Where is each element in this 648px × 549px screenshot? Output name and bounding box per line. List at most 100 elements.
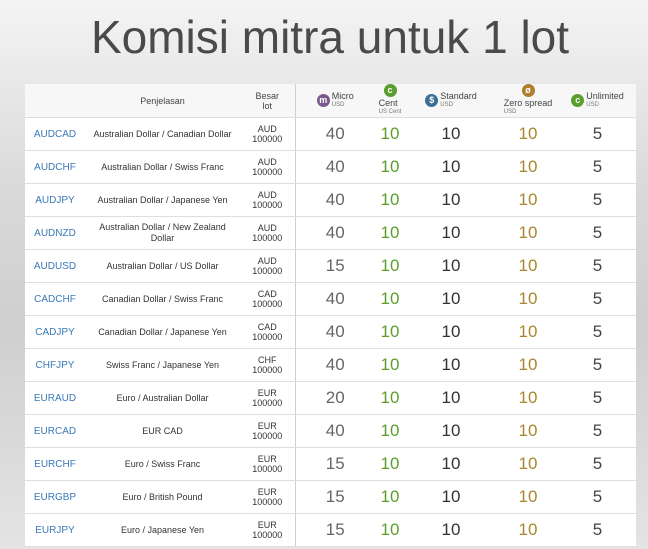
account-text: Standard USD (440, 90, 477, 110)
account-label: m Micro USD (316, 90, 354, 110)
commission-value: 5 (559, 348, 636, 382)
lot-size: EUR 100000 (240, 513, 296, 547)
lot-currency: EUR (257, 421, 277, 431)
lot-size: EUR 100000 (240, 414, 296, 448)
description: EUR CAD (85, 414, 240, 448)
commission-value: 10 (497, 282, 559, 316)
commission-value: 10 (375, 150, 405, 184)
symbol: CADJPY (25, 315, 85, 349)
commission-value: 10 (497, 315, 559, 349)
table-row: AUDCAD Australian Dollar / Canadian Dolla… (25, 117, 636, 151)
lot-currency: EUR (257, 388, 277, 398)
commission-value: 10 (375, 249, 405, 283)
commission-value: 20 (295, 381, 375, 415)
commission-value: 40 (295, 315, 375, 349)
lot-size: AUD 100000 (240, 249, 296, 283)
commission-value: 10 (497, 414, 559, 448)
commission-value: 10 (405, 348, 497, 382)
lot-currency: EUR (257, 520, 277, 530)
lot-size: CAD 100000 (240, 315, 296, 349)
account-text: Cent US Cent (379, 99, 402, 117)
account-text: Unlimited USD (586, 91, 624, 110)
description: Euro / Australian Dollar (85, 381, 240, 415)
lot-amount: 100000 (252, 464, 283, 474)
commission-value: 10 (497, 117, 559, 151)
account-name: Cent (378, 98, 398, 108)
description: Australian Dollar / US Dollar (85, 249, 240, 283)
commission-value: 10 (375, 348, 405, 382)
commission-value: 5 (559, 117, 636, 151)
title: Komisi mitra untuk 1 lot (90, 11, 570, 63)
table-row: EURJPY Euro / Japanese Yen EUR 100000 15 10 10… (25, 513, 636, 547)
commission-value: 10 (497, 480, 559, 514)
commission-value: 10 (375, 117, 405, 151)
commission-value: 10 (497, 348, 559, 382)
symbol: AUDNZD (25, 216, 85, 250)
commission-value: 5 (559, 315, 636, 349)
commission-value: 5 (559, 513, 636, 547)
table-row: CHFJPY Swiss Franc / Japanese Yen CHF 10000… (25, 348, 636, 382)
commission-value: 40 (295, 282, 375, 316)
symbol: EURGBP (25, 480, 85, 514)
lot-size: EUR 100000 (240, 480, 296, 514)
commission-value: 40 (295, 414, 375, 448)
lot-currency: AUD (257, 124, 277, 134)
commission-value: 10 (405, 315, 497, 349)
table-row: EURCHF Euro / Swiss Franc EUR 100000 15 10 10 1… (25, 447, 636, 481)
description: Australian Dollar / Canadian Dollar (85, 117, 240, 151)
commission-value: 40 (295, 348, 375, 382)
table-row: EURGBP Euro / British Pound EUR 100000 15 10 1… (25, 480, 636, 514)
commission-value: 5 (559, 150, 636, 184)
lot-size: AUD 100000 (240, 183, 296, 217)
table-body: AUDCAD Australian Dollar / Canadian Dolla… (25, 117, 636, 547)
commission-value: 10 (405, 117, 497, 151)
description: Australian Dollar / Japanese Yen (85, 183, 240, 217)
table-row: AUDCHF Australian Dollar / Swiss Franc AUD… (25, 150, 636, 184)
account-header: c Unlimited USD (559, 84, 636, 118)
commission-value: 40 (295, 117, 375, 151)
commission-value: 10 (405, 447, 497, 481)
header-row: Penjelasan Besar lot m Micro USD c Cent US Cent $… (25, 84, 636, 118)
symbol: AUDUSD (25, 249, 85, 283)
commission-value: 10 (405, 216, 497, 250)
commission-value: 15 (295, 513, 375, 547)
commission-value: 10 (405, 282, 497, 316)
symbol: AUDCAD (25, 117, 85, 151)
symbol: EURAUD (25, 381, 85, 415)
account-header: ø Zero spread USD (497, 84, 559, 118)
account-name: Standard (440, 90, 477, 101)
account-icon: ø (521, 84, 535, 97)
symbol: AUDJPY (25, 183, 85, 217)
symbol: EURJPY (25, 513, 85, 547)
symbol: CADCHF (25, 282, 85, 316)
header-cell (25, 84, 85, 118)
commission-value: 10 (497, 513, 559, 547)
account-name: Micro (331, 90, 354, 101)
lot-amount: 100000 (252, 200, 283, 210)
lot-currency: AUD (257, 223, 277, 233)
header-cell: Besar lot (240, 84, 296, 118)
lot-amount: 100000 (252, 530, 283, 540)
lot-size: CAD 100000 (240, 282, 296, 316)
lot-size: AUD 100000 (240, 150, 296, 184)
lot-size: EUR 100000 (240, 381, 296, 415)
commission-value: 10 (405, 150, 497, 184)
account-icon: m (316, 94, 330, 107)
lot-amount: 100000 (252, 233, 283, 243)
commission-value: 10 (405, 480, 497, 514)
table-row: EURCAD EUR CAD EUR 100000 40 10 10 10 5 (25, 414, 636, 448)
table-header: Penjelasan Besar lot m Micro USD c Cent US Cent $… (25, 84, 636, 118)
commission-value: 10 (497, 447, 559, 481)
description: Euro / Japanese Yen (85, 513, 240, 547)
account-header: $ Standard USD (405, 84, 497, 118)
table-row: AUDNZD Australian Dollar / New Zealand Do… (25, 216, 636, 250)
commission-value: 5 (559, 381, 636, 415)
commission-value: 10 (497, 150, 559, 184)
commission-value: 10 (375, 513, 405, 547)
account-icon: c (383, 84, 397, 97)
commission-value: 5 (559, 282, 636, 316)
lot-amount: 100000 (252, 497, 283, 507)
commission-value: 15 (295, 480, 375, 514)
account-text: Zero spread USD (504, 99, 553, 117)
